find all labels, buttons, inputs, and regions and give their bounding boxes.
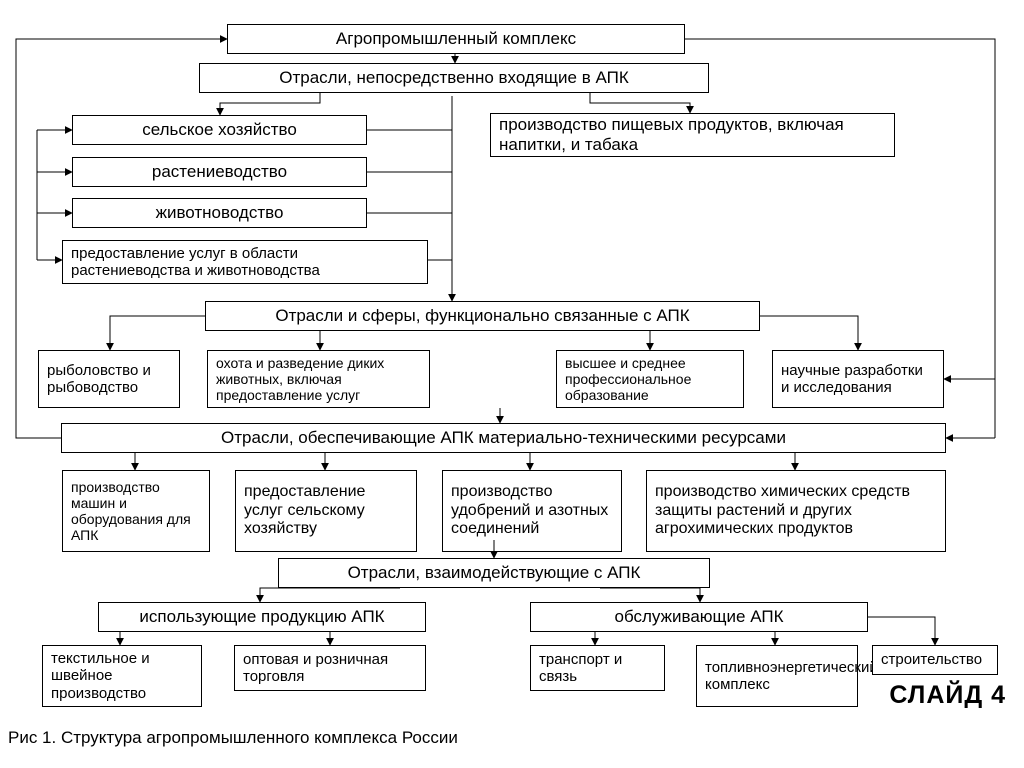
label: животноводство	[156, 203, 284, 223]
node-edu: высшее и среднее профессиональное образо…	[556, 350, 744, 408]
label: Отрасли и сферы, функционально связанные…	[275, 306, 689, 326]
label: растениеводство	[152, 162, 287, 182]
node-fert: производство удобрений и азотных соедине…	[442, 470, 622, 552]
node-int: Отрасли, взаимодействующие с АПК	[278, 558, 710, 588]
node-crop: растениеводство	[72, 157, 367, 187]
node-direct: Отрасли, непосредственно входящие в АПК	[199, 63, 709, 93]
figure-caption: Рис 1. Структура агропромышленного компл…	[8, 728, 458, 748]
node-fuel: топливноэнергетический комплекс	[696, 645, 858, 707]
node-agri: сельское хозяйство	[72, 115, 367, 145]
label: строительство	[881, 651, 982, 668]
label: охота и разведение диких животных, включ…	[216, 355, 421, 403]
label: транспорт и связь	[539, 651, 656, 686]
node-obs: обслуживающие АПК	[530, 602, 868, 632]
label: оптовая и розничная торговля	[243, 651, 417, 686]
node-text: текстильное и швейное производство	[42, 645, 202, 707]
label: научные разработки и исследования	[781, 362, 935, 397]
label: производство удобрений и азотных соедине…	[451, 483, 613, 538]
node-live: животноводство	[72, 198, 367, 228]
label: Отрасли, обеспечивающие АПК материально-…	[221, 428, 786, 448]
label: обслуживающие АПК	[615, 607, 784, 627]
node-func: Отрасли и сферы, функционально связанные…	[205, 301, 760, 331]
node-mat: Отрасли, обеспечивающие АПК материально-…	[61, 423, 946, 453]
label: предоставление услуг в области растениев…	[71, 245, 419, 280]
node-use: использующие продукцию АПК	[98, 602, 426, 632]
label: производство машин и оборудования для АП…	[71, 479, 201, 543]
label: Отрасли, взаимодействующие с АПК	[348, 563, 641, 583]
node-top: Агропромышленный комплекс	[227, 24, 685, 54]
node-servag: предоставление услуг сельскому хозяйству	[235, 470, 417, 552]
node-chem: производство химических средств защиты р…	[646, 470, 946, 552]
label: сельское хозяйство	[142, 120, 297, 140]
slide-label: СЛАЙД 4	[889, 681, 1006, 710]
label: рыболовство и рыбоводство	[47, 362, 171, 397]
node-trade: оптовая и розничная торговля	[234, 645, 426, 691]
label: Отрасли, непосредственно входящие в АПК	[279, 68, 629, 88]
node-tran: транспорт и связь	[530, 645, 665, 691]
label: высшее и среднее профессиональное образо…	[565, 355, 735, 403]
node-rnd: научные разработки и исследования	[772, 350, 944, 408]
node-fish: рыболовство и рыбоводство	[38, 350, 180, 408]
node-serv: предоставление услуг в области растениев…	[62, 240, 428, 284]
label: производство химических средств защиты р…	[655, 483, 937, 538]
label: предоставление услуг сельскому хозяйству	[244, 483, 408, 538]
node-const: строительство	[872, 645, 998, 675]
node-mach: производство машин и оборудования для АП…	[62, 470, 210, 552]
label: Агропромышленный комплекс	[336, 29, 576, 49]
label: текстильное и швейное производство	[51, 650, 193, 702]
node-hunt: охота и разведение диких животных, включ…	[207, 350, 430, 408]
label: использующие продукцию АПК	[139, 607, 384, 627]
label: производство пищевых продуктов, включая …	[499, 115, 886, 154]
node-food: производство пищевых продуктов, включая …	[490, 113, 895, 157]
label: топливноэнергетический комплекс	[705, 659, 878, 694]
